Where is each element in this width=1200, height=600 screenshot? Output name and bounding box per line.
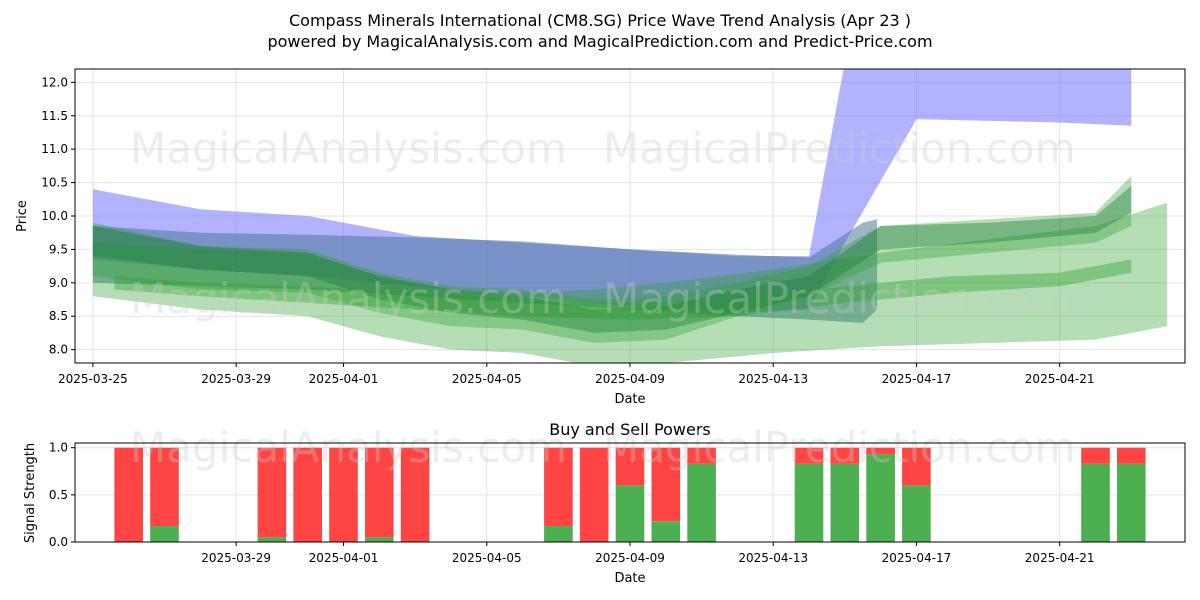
chart-title-line2: powered by MagicalAnalysis.com and Magic… [267,32,932,51]
sell-power-bar [365,447,394,538]
signal-x-tick-label: 2025-04-13 [738,551,808,565]
price-bands [92,69,1168,363]
watermark-analysis-top-2: MagicalAnalysis.com [130,274,567,323]
sell-power-bar [150,447,179,526]
signal-chart-x-label: Date [614,571,645,586]
price-y-tick-label: 11.5 [41,109,68,123]
price-y-tick-label: 9.5 [49,242,68,256]
price-y-tick-label: 11.0 [41,142,68,156]
sell-power-bar [866,447,895,455]
watermark-analysis-top-1: MagicalAnalysis.com [130,124,567,173]
signal-chart-title: Buy and Sell Powers [549,420,711,439]
price-chart-x-ticks: 2025-03-25 2025-03-29 2025-04-01 2025-04-05… [58,363,1095,386]
sell-power-bar [794,447,824,464]
price-x-tick-label: 2025-04-01 [309,372,379,386]
price-y-tick-label: 12.0 [41,75,68,89]
signal-chart-y-label: Signal Strength [23,443,38,543]
watermark-prediction-top-2: MagicalPrediction.com [603,274,1076,323]
buy-power-bar [866,454,895,542]
watermark-analysis-bottom: MagicalAnalysis.com [130,423,567,472]
price-y-tick-label: 8.5 [49,309,68,323]
buy-power-bar [544,526,573,542]
signal-bars [114,447,1146,542]
sell-power-bar [615,447,645,486]
price-y-tick-label: 8.0 [49,343,68,357]
price-x-tick-label: 2025-04-17 [882,372,952,386]
sell-power-bar [902,447,931,486]
price-x-tick-label: 2025-04-09 [595,372,665,386]
price-chart: MagicalAnalysis.com MagicalPrediction.co… [15,68,1186,407]
price-x-tick-label: 2025-04-05 [452,372,522,386]
price-x-tick-label: 2025-03-25 [58,372,128,386]
sell-power-bar [400,447,430,542]
signal-x-tick-label: 2025-04-01 [309,551,379,565]
sell-power-bar [1117,447,1146,464]
price-chart-y-ticks: 8.0 8.5 9.0 9.5 10.0 10.5 11.0 11.5 12.0 [41,75,75,357]
buy-power-bar [1117,463,1146,542]
watermark-prediction-top-1: MagicalPrediction.com [603,124,1076,173]
price-band-2 [92,202,1168,363]
price-chart-x-label: Date [614,392,645,407]
sell-power-bar [830,447,860,464]
price-x-tick-label: 2025-04-21 [1025,372,1095,386]
signal-x-tick-label: 2025-04-17 [882,551,952,565]
sell-power-bar [329,447,358,542]
sell-power-bar [257,447,287,538]
sell-power-bar [651,447,681,522]
buy-power-bar [1081,463,1110,542]
sell-power-bar [114,447,143,542]
sell-power-bar [293,447,322,542]
buy-power-bar [687,463,716,542]
price-y-tick-label: 9.0 [49,276,68,290]
signal-y-tick-label: 0.0 [49,535,68,549]
price-y-tick-label: 10.0 [41,209,68,223]
watermark-prediction-bottom: MagicalPrediction.com [603,423,1076,472]
sell-power-bar [544,447,573,526]
signal-x-tick-label: 2025-04-09 [595,551,665,565]
buy-power-bar [830,463,860,542]
price-band-5 [114,259,1132,320]
signal-chart-y-ticks: 0.0 0.5 1.0 [49,441,75,549]
signal-chart: Buy and Sell Powers MagicalAnalysis.com … [23,420,1186,586]
buy-power-bar [257,537,287,542]
signal-y-tick-label: 1.0 [49,441,68,455]
buy-power-bar [150,526,179,542]
price-y-tick-label: 10.5 [41,176,68,190]
buy-power-bar [615,485,645,542]
sell-power-bar [579,447,609,542]
price-band-4 [92,185,1132,333]
price-x-tick-label: 2025-04-13 [738,372,808,386]
price-band-3 [92,175,1132,343]
sell-power-bar [1081,447,1110,464]
buy-power-bar [794,463,824,542]
signal-x-tick-label: 2025-03-29 [201,551,271,565]
signal-y-tick-label: 0.5 [49,488,68,502]
price-x-tick-label: 2025-03-29 [201,372,271,386]
buy-power-bar [365,537,394,542]
signal-x-tick-label: 2025-04-21 [1025,551,1095,565]
buy-power-bar [902,485,931,542]
price-band-1 [92,219,878,323]
chart-title-line1: Compass Minerals International (CM8.SG) … [289,11,911,30]
signal-x-tick-label: 2025-04-05 [452,551,522,565]
signal-chart-x-ticks: 2025-03-29 2025-04-01 2025-04-05 2025-04-09… [201,542,1095,565]
buy-power-bar [651,521,681,542]
sell-power-bar [687,447,716,464]
price-chart-y-label: Price [15,200,30,232]
